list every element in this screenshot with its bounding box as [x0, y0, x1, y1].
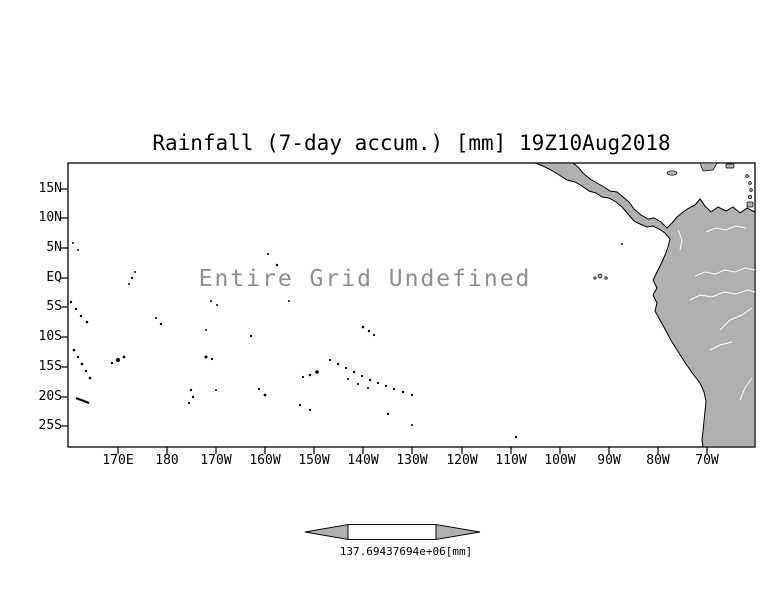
- lat-tick-label: 25S: [38, 418, 62, 433]
- lon-tick-label: 90W: [597, 453, 621, 468]
- river-lines: [677, 225, 756, 401]
- lat-tick-label: 15S: [38, 359, 62, 374]
- lon-tick-label: 160W: [249, 453, 281, 468]
- lon-axis: 170E 180 170W 160W 150W 140W 130W 120W 110W 100W 9…: [0, 454, 784, 470]
- lon-tick-label: 140W: [347, 453, 379, 468]
- galapagos-islands: [593, 273, 608, 280]
- lat-tick-label: 5S: [46, 299, 62, 314]
- lon-tick-label: 170E: [102, 453, 134, 468]
- caribbean-islands: [666, 162, 754, 208]
- lon-tick-label: 70W: [695, 453, 719, 468]
- axis-tick-marks: [61, 188, 708, 454]
- plot-frame: [67, 162, 756, 448]
- lon-tick-label: 130W: [396, 453, 428, 468]
- lat-tick-label: 15N: [38, 181, 62, 196]
- chart-title: Rainfall (7-day accum.) [mm] 19Z10Aug201…: [152, 131, 671, 155]
- colorbar: [304, 523, 481, 541]
- colorbar-right-arrow: [435, 523, 481, 541]
- lat-tick-label: 5N: [46, 240, 62, 255]
- lon-tick-label: 110W: [495, 453, 527, 468]
- pacific-islands: [69, 242, 623, 439]
- lon-tick-label: 150W: [298, 453, 330, 468]
- lon-tick-label: 120W: [446, 453, 478, 468]
- lat-tick-label: 10S: [38, 329, 62, 344]
- colorbar-box: [347, 524, 437, 540]
- lon-tick-label: 80W: [646, 453, 670, 468]
- lat-axis: 15N 10N 5N EQ 5S 10S 15S 20S 25S: [18, 0, 62, 612]
- colorbar-label: 137.69437694e+06[mm]: [339, 545, 473, 558]
- landmass-south-america: [534, 162, 756, 448]
- grid-undefined-annotation: Entire Grid Undefined: [198, 266, 532, 292]
- colorbar-left-arrow: [304, 523, 349, 541]
- lon-tick-label: 100W: [544, 453, 576, 468]
- lon-tick-label: 180: [155, 453, 179, 468]
- lat-tick-label: 20S: [38, 389, 62, 404]
- lat-tick-label: 10N: [38, 210, 62, 225]
- lat-tick-label: EQ: [46, 270, 62, 285]
- lon-tick-label: 170W: [200, 453, 232, 468]
